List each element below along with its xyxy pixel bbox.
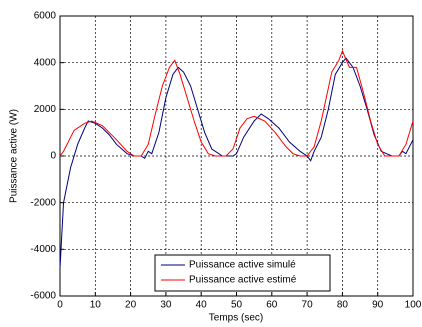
y-tick-label: 0 <box>50 151 56 162</box>
y-tick-label: -2000 <box>30 197 56 208</box>
x-tick-label: 50 <box>231 300 243 311</box>
y-tick-label: 2000 <box>34 104 57 115</box>
x-tick-label: 100 <box>405 300 422 311</box>
x-tick-label: 10 <box>90 300 102 311</box>
y-tick-label: -4000 <box>30 244 56 255</box>
x-axis-label: Temps (sec) <box>209 313 263 324</box>
x-tick-label: 40 <box>196 300 208 311</box>
legend-label: Puissance active estimé <box>189 275 297 286</box>
y-tick-label: 6000 <box>34 11 57 22</box>
series-line <box>59 49 414 157</box>
x-tick-label: 0 <box>57 300 63 311</box>
y-tick-label: -6000 <box>30 291 56 302</box>
y-axis-label: Puissance active (W) <box>9 109 20 203</box>
x-tick-label: 30 <box>160 300 172 311</box>
x-tick-label: 90 <box>372 300 384 311</box>
x-tick-label: 80 <box>337 300 349 311</box>
legend-label: Puissance active simulé <box>189 260 296 271</box>
x-tick-label: 60 <box>266 300 278 311</box>
series-line <box>59 57 414 269</box>
x-tick-label: 70 <box>302 300 314 311</box>
y-tick-label: 4000 <box>34 57 57 68</box>
x-tick-label: 20 <box>125 300 137 311</box>
legend-box <box>154 254 331 292</box>
